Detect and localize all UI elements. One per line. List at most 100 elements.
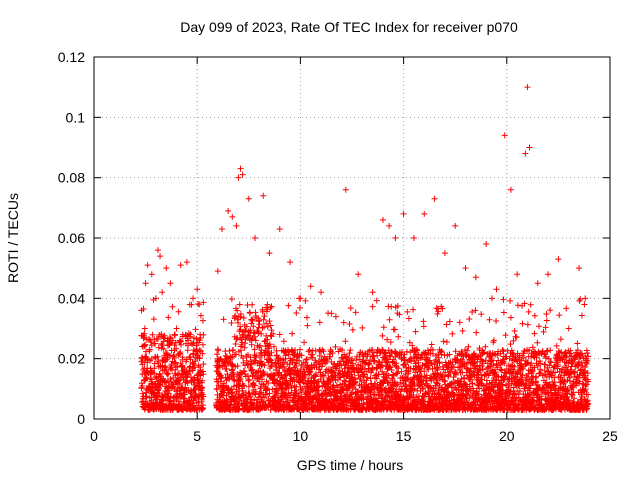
data-point bbox=[258, 330, 265, 337]
data-point bbox=[276, 331, 283, 338]
data-point bbox=[578, 366, 585, 373]
data-point bbox=[387, 364, 394, 371]
data-point bbox=[577, 351, 584, 358]
data-point bbox=[360, 395, 367, 402]
data-point bbox=[320, 348, 327, 355]
data-point bbox=[172, 359, 179, 366]
data-point bbox=[576, 358, 583, 365]
data-point bbox=[142, 341, 149, 348]
data-point bbox=[142, 280, 149, 287]
data-point bbox=[480, 382, 487, 389]
data-point bbox=[282, 372, 289, 379]
data-point bbox=[507, 297, 514, 304]
data-point bbox=[540, 328, 547, 335]
data-point bbox=[367, 375, 374, 382]
data-point bbox=[199, 377, 206, 384]
data-point bbox=[386, 316, 393, 323]
data-point bbox=[411, 380, 418, 387]
data-point bbox=[282, 352, 289, 359]
data-point bbox=[543, 348, 550, 355]
data-point bbox=[436, 360, 443, 367]
data-point bbox=[414, 355, 421, 362]
data-point bbox=[435, 354, 442, 361]
data-point bbox=[149, 331, 156, 338]
data-point bbox=[584, 350, 591, 357]
data-point bbox=[264, 336, 271, 343]
data-point bbox=[520, 354, 527, 361]
data-point bbox=[151, 360, 158, 367]
data-point bbox=[522, 150, 529, 157]
data-point bbox=[346, 350, 353, 357]
data-point bbox=[165, 314, 172, 321]
data-point bbox=[579, 362, 586, 369]
data-point bbox=[565, 325, 572, 332]
data-point bbox=[150, 316, 157, 323]
data-point bbox=[394, 381, 401, 388]
data-point bbox=[258, 347, 265, 354]
data-point bbox=[237, 165, 244, 172]
data-point bbox=[148, 355, 155, 362]
x-tick-label: 20 bbox=[499, 428, 515, 444]
data-point bbox=[270, 343, 277, 350]
data-point bbox=[519, 365, 526, 372]
data-point bbox=[386, 352, 393, 359]
data-point bbox=[340, 319, 347, 326]
data-point bbox=[585, 353, 592, 360]
data-point bbox=[280, 398, 287, 405]
data-point bbox=[266, 318, 273, 325]
data-point bbox=[264, 323, 271, 330]
data-point bbox=[260, 192, 267, 199]
data-point bbox=[476, 345, 483, 352]
data-point bbox=[221, 380, 228, 387]
data-point bbox=[184, 380, 191, 387]
data-point bbox=[141, 325, 148, 332]
data-point bbox=[245, 195, 252, 202]
data-point bbox=[450, 363, 457, 370]
data-point bbox=[547, 307, 554, 314]
data-point bbox=[395, 333, 402, 340]
data-point bbox=[172, 339, 179, 346]
data-point bbox=[176, 370, 183, 377]
data-point bbox=[557, 336, 564, 343]
data-point bbox=[554, 353, 561, 360]
data-point bbox=[139, 382, 146, 389]
data-point bbox=[517, 388, 524, 395]
data-point bbox=[393, 382, 400, 389]
data-point bbox=[289, 356, 296, 363]
data-point bbox=[410, 235, 417, 241]
data-point bbox=[483, 241, 490, 248]
data-point bbox=[287, 259, 294, 266]
data-point bbox=[427, 384, 434, 391]
data-point bbox=[266, 250, 273, 257]
data-point bbox=[252, 337, 259, 344]
data-point bbox=[302, 297, 309, 304]
data-point bbox=[553, 342, 560, 349]
data-point bbox=[482, 343, 489, 350]
data-point bbox=[318, 289, 325, 296]
data-point bbox=[534, 339, 541, 346]
data-point bbox=[543, 355, 550, 362]
data-point bbox=[452, 368, 459, 375]
data-point bbox=[473, 329, 480, 336]
data-point bbox=[452, 222, 459, 229]
data-point bbox=[249, 366, 256, 373]
data-point bbox=[449, 330, 456, 337]
data-point bbox=[316, 319, 323, 326]
chart-title: Day 099 of 2023, Rate Of TEC Index for r… bbox=[180, 19, 518, 35]
data-point bbox=[525, 394, 532, 401]
data-point bbox=[502, 332, 509, 339]
data-point bbox=[527, 301, 534, 308]
data-point bbox=[403, 348, 410, 355]
data-point bbox=[251, 333, 258, 340]
data-point bbox=[440, 338, 447, 345]
data-point bbox=[525, 308, 532, 315]
data-point bbox=[192, 358, 199, 365]
data-point bbox=[503, 353, 510, 360]
data-point bbox=[535, 323, 542, 330]
data-point bbox=[296, 304, 303, 311]
data-point bbox=[215, 347, 222, 354]
data-point bbox=[537, 360, 544, 367]
data-point bbox=[578, 350, 585, 357]
data-point bbox=[585, 391, 592, 398]
data-point bbox=[200, 371, 207, 378]
